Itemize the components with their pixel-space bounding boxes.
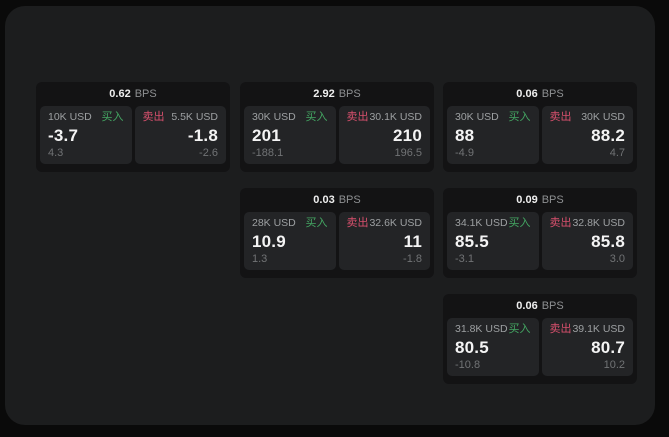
bps-label: BPS xyxy=(541,194,564,206)
quote-card: 0.09 BPS 34.1K USD 买入 85.5 -3.1 卖出 32.8K… xyxy=(443,188,637,278)
buy-price: 85.5 xyxy=(455,232,489,251)
sell-change: -2.6 xyxy=(199,147,218,159)
quote-panels: 30K USD 买入 88 -4.9 卖出 30K USD 88.2 4.7 xyxy=(443,106,637,168)
quote-card: 0.62 BPS 10K USD 买入 -3.7 4.3 卖出 5.5K USD… xyxy=(36,82,230,172)
card-header: 0.09 BPS xyxy=(443,188,637,212)
bps-label: BPS xyxy=(134,88,157,100)
quote-card: 0.06 BPS 31.8K USD 买入 80.5 -10.8 卖出 39.1… xyxy=(443,294,637,384)
sell-panel[interactable]: 卖出 32.6K USD 11 -1.8 xyxy=(338,212,430,270)
bps-label: BPS xyxy=(541,300,564,312)
buy-side-label: 买入 xyxy=(101,111,124,123)
sell-price: 85.8 xyxy=(591,232,625,251)
sell-change: 10.2 xyxy=(603,359,625,371)
buy-size: 30K USD xyxy=(252,111,296,123)
buy-change: 4.3 xyxy=(48,147,64,159)
sell-price: 11 xyxy=(403,232,422,251)
sell-panel[interactable]: 卖出 30.1K USD 210 196.5 xyxy=(338,106,430,164)
quote-panels: 10K USD 买入 -3.7 4.3 卖出 5.5K USD -1.8 -2.… xyxy=(36,106,230,168)
quote-card: 0.03 BPS 28K USD 买入 10.9 1.3 卖出 32.6K US… xyxy=(240,188,434,278)
buy-change: -10.8 xyxy=(455,359,481,371)
buy-panel[interactable]: 30K USD 买入 88 -4.9 xyxy=(447,106,539,164)
sell-change: 4.7 xyxy=(609,147,625,159)
sell-change: 3.0 xyxy=(609,253,625,265)
bps-label: BPS xyxy=(338,88,361,100)
quote-panels: 30K USD 买入 201 -188.1 卖出 30.1K USD 210 1… xyxy=(240,106,434,168)
sell-price: 80.7 xyxy=(591,338,625,357)
sell-size: 39.1K USD xyxy=(572,323,625,335)
buy-change: -4.9 xyxy=(455,147,474,159)
app-surface: 0.62 BPS 10K USD 买入 -3.7 4.3 卖出 5.5K USD… xyxy=(5,6,655,425)
card-header: 2.92 BPS xyxy=(240,82,434,106)
sell-side-label: 卖出 xyxy=(346,111,369,123)
sell-size: 30.1K USD xyxy=(369,111,422,123)
sell-panel[interactable]: 卖出 32.8K USD 85.8 3.0 xyxy=(541,212,633,270)
sell-side-label: 卖出 xyxy=(549,217,572,229)
sell-price: -1.8 xyxy=(187,126,218,145)
quote-panels: 31.8K USD 买入 80.5 -10.8 卖出 39.1K USD 80.… xyxy=(443,318,637,380)
sell-side-label: 卖出 xyxy=(549,323,572,335)
buy-side-label: 买入 xyxy=(508,111,531,123)
sell-side-label: 卖出 xyxy=(346,217,369,229)
buy-size: 34.1K USD xyxy=(455,217,508,229)
bps-value: 0.09 xyxy=(516,194,538,206)
sell-panel[interactable]: 卖出 30K USD 88.2 4.7 xyxy=(541,106,633,164)
bps-value: 2.92 xyxy=(313,88,335,100)
buy-side-label: 买入 xyxy=(508,323,531,335)
bps-value: 0.06 xyxy=(516,300,538,312)
buy-change: 1.3 xyxy=(252,253,268,265)
sell-change: 196.5 xyxy=(394,147,422,159)
bps-value: 0.03 xyxy=(313,194,335,206)
sell-side-label: 卖出 xyxy=(142,111,165,123)
card-header: 0.06 BPS xyxy=(443,294,637,318)
buy-side-label: 买入 xyxy=(305,217,328,229)
quote-panels: 34.1K USD 买入 85.5 -3.1 卖出 32.8K USD 85.8… xyxy=(443,212,637,274)
buy-panel[interactable]: 34.1K USD 买入 85.5 -3.1 xyxy=(447,212,539,270)
buy-size: 31.8K USD xyxy=(455,323,508,335)
buy-size: 30K USD xyxy=(455,111,499,123)
sell-side-label: 卖出 xyxy=(549,111,572,123)
sell-size: 32.8K USD xyxy=(572,217,625,229)
buy-price: 201 xyxy=(252,126,281,145)
card-header: 0.06 BPS xyxy=(443,82,637,106)
buy-price: 80.5 xyxy=(455,338,489,357)
buy-panel[interactable]: 10K USD 买入 -3.7 4.3 xyxy=(40,106,132,164)
buy-change: -188.1 xyxy=(252,147,284,159)
card-header: 0.62 BPS xyxy=(36,82,230,106)
buy-price: 88 xyxy=(455,126,475,145)
sell-panel[interactable]: 卖出 5.5K USD -1.8 -2.6 xyxy=(134,106,226,164)
buy-price: 10.9 xyxy=(252,232,286,251)
sell-panel[interactable]: 卖出 39.1K USD 80.7 10.2 xyxy=(541,318,633,376)
buy-size: 28K USD xyxy=(252,217,296,229)
buy-price: -3.7 xyxy=(48,126,79,145)
bps-label: BPS xyxy=(338,194,361,206)
buy-side-label: 买入 xyxy=(305,111,328,123)
buy-panel[interactable]: 28K USD 买入 10.9 1.3 xyxy=(244,212,336,270)
bps-value: 0.62 xyxy=(109,88,131,100)
buy-size: 10K USD xyxy=(48,111,92,123)
quote-card: 2.92 BPS 30K USD 买入 201 -188.1 卖出 30.1K … xyxy=(240,82,434,172)
buy-side-label: 买入 xyxy=(508,217,531,229)
buy-panel[interactable]: 30K USD 买入 201 -188.1 xyxy=(244,106,336,164)
sell-price: 88.2 xyxy=(591,126,625,145)
sell-change: -1.8 xyxy=(403,253,422,265)
buy-panel[interactable]: 31.8K USD 买入 80.5 -10.8 xyxy=(447,318,539,376)
sell-price: 210 xyxy=(393,126,422,145)
quote-card: 0.06 BPS 30K USD 买入 88 -4.9 卖出 30K USD 8… xyxy=(443,82,637,172)
sell-size: 30K USD xyxy=(581,111,625,123)
quote-panels: 28K USD 买入 10.9 1.3 卖出 32.6K USD 11 -1.8 xyxy=(240,212,434,274)
card-header: 0.03 BPS xyxy=(240,188,434,212)
bps-label: BPS xyxy=(541,88,564,100)
buy-change: -3.1 xyxy=(455,253,474,265)
bps-value: 0.06 xyxy=(516,88,538,100)
sell-size: 5.5K USD xyxy=(171,111,218,123)
sell-size: 32.6K USD xyxy=(369,217,422,229)
